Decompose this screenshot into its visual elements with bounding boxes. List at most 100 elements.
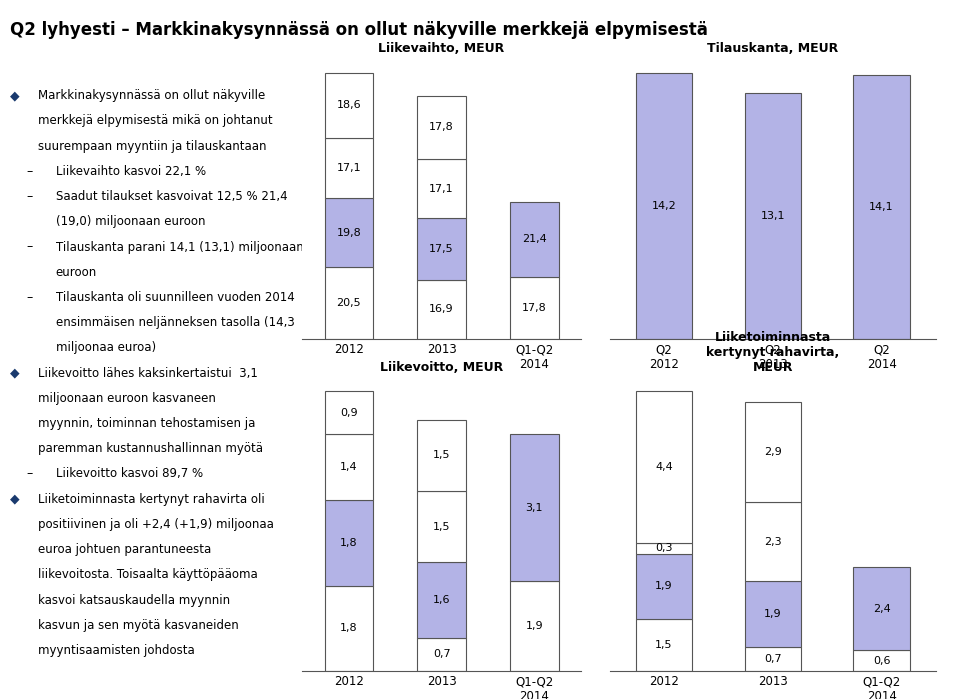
Text: euroa johtuen parantuneesta: euroa johtuen parantuneesta [38, 543, 211, 556]
Text: 2,3: 2,3 [764, 537, 781, 547]
Text: 16,9: 16,9 [429, 304, 454, 315]
Bar [745, 94, 801, 339]
Text: Liiketoiminnasta kertynyt rahavirta oli: Liiketoiminnasta kertynyt rahavirta oli [38, 493, 265, 505]
Bar [418, 638, 466, 671]
Bar [418, 420, 466, 491]
Text: 0,3: 0,3 [656, 544, 673, 554]
Bar [745, 647, 801, 671]
Text: Saadut tilaukset kasvoivat 12,5 % 21,4: Saadut tilaukset kasvoivat 12,5 % 21,4 [56, 190, 287, 203]
Text: euroon: euroon [56, 266, 97, 279]
Bar [853, 650, 910, 671]
Text: 0,9: 0,9 [340, 408, 358, 418]
Bar [324, 500, 372, 586]
Text: myynnin, toiminnan tehostamisen ja: myynnin, toiminnan tehostamisen ja [38, 417, 255, 430]
Bar [511, 581, 559, 671]
Bar [324, 586, 372, 671]
Text: kasvoi katsauskaudella myynnin: kasvoi katsauskaudella myynnin [38, 593, 230, 607]
Text: 1,4: 1,4 [340, 462, 358, 473]
Text: 1,8: 1,8 [340, 624, 358, 633]
Text: suurempaan myyntiin ja tilauskantaan: suurempaan myyntiin ja tilauskantaan [38, 140, 267, 152]
Text: 1,9: 1,9 [655, 582, 673, 591]
Text: 17,1: 17,1 [429, 184, 454, 194]
Text: 14,1: 14,1 [870, 202, 894, 212]
Text: Q2 lyhyesti – Markkinakysynnässä on ollut näkyville merkkejä elpymisestä: Q2 lyhyesti – Markkinakysynnässä on ollu… [10, 21, 708, 39]
Text: 1,5: 1,5 [433, 521, 450, 531]
Text: –: – [27, 291, 34, 304]
Bar [745, 402, 801, 502]
Text: –: – [27, 468, 34, 480]
Bar [324, 198, 372, 267]
Bar [636, 543, 692, 554]
Bar [324, 434, 372, 500]
Bar [418, 159, 466, 219]
Text: ◆: ◆ [10, 493, 19, 505]
Bar [418, 562, 466, 638]
Text: 3,1: 3,1 [526, 503, 543, 512]
Text: Tilauskanta parani 14,1 (13,1) miljoonaan: Tilauskanta parani 14,1 (13,1) miljoonaa… [56, 240, 303, 254]
Text: Tilauskanta oli suunnilleen vuoden 2014: Tilauskanta oli suunnilleen vuoden 2014 [56, 291, 295, 304]
Text: Liikevoitto kasvoi 89,7 %: Liikevoitto kasvoi 89,7 % [56, 468, 203, 480]
Bar [745, 582, 801, 647]
Text: 17,1: 17,1 [337, 163, 361, 173]
Text: 1,9: 1,9 [764, 609, 781, 619]
Bar [636, 391, 692, 543]
Text: –: – [27, 165, 34, 178]
Text: ensimmäisen neljänneksen tasolla (14,3: ensimmäisen neljänneksen tasolla (14,3 [56, 316, 295, 329]
Text: 1,6: 1,6 [433, 595, 450, 605]
Bar [418, 280, 466, 339]
Text: Markkinakysynnässä on ollut näkyville: Markkinakysynnässä on ollut näkyville [38, 89, 266, 102]
Text: 18,6: 18,6 [337, 101, 361, 110]
Text: 0,6: 0,6 [873, 656, 890, 665]
Bar [511, 277, 559, 339]
Text: kasvun ja sen myötä kasvaneiden: kasvun ja sen myötä kasvaneiden [38, 619, 239, 632]
Text: 4,4: 4,4 [655, 462, 673, 473]
Text: liikevoitosta. Toisaalta käyttöpääoma: liikevoitosta. Toisaalta käyttöpääoma [38, 568, 258, 582]
Text: Liikevoitto lähes kaksinkertaistui  3,1: Liikevoitto lähes kaksinkertaistui 3,1 [38, 366, 258, 380]
Bar [745, 502, 801, 582]
Text: ◆: ◆ [10, 366, 19, 380]
Bar [418, 491, 466, 562]
Title: Liikevaihto, MEUR: Liikevaihto, MEUR [378, 43, 505, 55]
Bar [324, 73, 372, 138]
Bar [636, 73, 692, 339]
Text: 19,8: 19,8 [336, 227, 361, 238]
Text: –: – [27, 190, 34, 203]
Bar [418, 96, 466, 159]
Text: 20,5: 20,5 [337, 298, 361, 308]
Text: 1,5: 1,5 [433, 450, 450, 461]
Text: 0,7: 0,7 [764, 654, 781, 664]
Bar [324, 267, 372, 339]
Bar [636, 619, 692, 671]
Bar [511, 202, 559, 277]
Text: 0,7: 0,7 [433, 649, 450, 659]
Bar [853, 568, 910, 650]
Text: paremman kustannushallinnan myötä: paremman kustannushallinnan myötä [38, 442, 263, 455]
Bar [418, 219, 466, 280]
Text: miljoonaa euroa): miljoonaa euroa) [56, 341, 156, 354]
Text: 17,5: 17,5 [429, 244, 454, 254]
Text: merkkejä elpymisestä mikä on johtanut: merkkejä elpymisestä mikä on johtanut [38, 115, 273, 127]
Text: 14,2: 14,2 [652, 201, 677, 211]
Text: positiivinen ja oli +2,4 (+1,9) miljoonaa: positiivinen ja oli +2,4 (+1,9) miljoona… [38, 518, 275, 531]
Bar [324, 138, 372, 198]
Bar [853, 75, 910, 339]
Title: Tilauskanta, MEUR: Tilauskanta, MEUR [708, 43, 838, 55]
Text: 1,5: 1,5 [656, 640, 673, 650]
Text: 2,9: 2,9 [764, 447, 781, 457]
Title: Liiketoiminnasta
kertynyt rahavirta,
MEUR: Liiketoiminnasta kertynyt rahavirta, MEU… [707, 331, 839, 373]
Bar [324, 391, 372, 434]
Text: myyntisaamisten johdosta: myyntisaamisten johdosta [38, 644, 195, 657]
Text: –: – [27, 240, 34, 254]
Text: 2,4: 2,4 [873, 604, 891, 614]
Text: 17,8: 17,8 [429, 122, 454, 132]
Text: 17,8: 17,8 [522, 303, 547, 313]
Text: 1,9: 1,9 [525, 621, 543, 631]
Text: 1,8: 1,8 [340, 538, 358, 548]
Text: Liikevaihto kasvoi 22,1 %: Liikevaihto kasvoi 22,1 % [56, 165, 205, 178]
Title: Liikevoitto, MEUR: Liikevoitto, MEUR [380, 361, 503, 373]
Bar [636, 554, 692, 619]
Bar [511, 434, 559, 581]
Text: miljoonaan euroon kasvaneen: miljoonaan euroon kasvaneen [38, 392, 216, 405]
Text: 13,1: 13,1 [760, 211, 785, 221]
Text: 21,4: 21,4 [522, 234, 547, 244]
